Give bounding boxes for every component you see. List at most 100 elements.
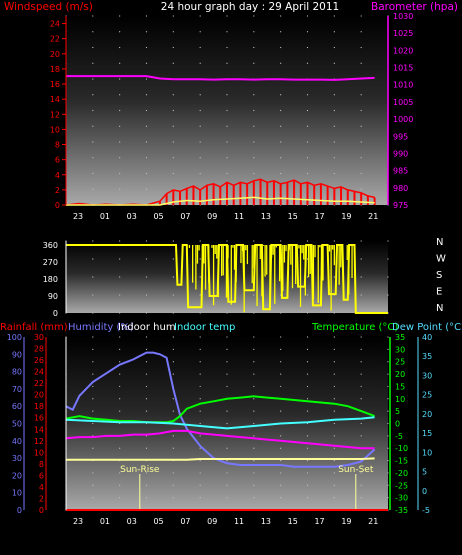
grid-dot: [199, 385, 201, 388]
barometer-tick-label: 985: [393, 167, 408, 176]
grid-dot: [92, 276, 94, 278]
grid-dot: [387, 336, 389, 338]
grid-dot: [145, 62, 148, 64]
dew-tick-label: 15: [422, 429, 432, 438]
x-tick-label: 05: [153, 212, 163, 221]
grid-dot: [172, 361, 174, 363]
barometer-tick-label: 1000: [393, 115, 413, 124]
grid-dot: [360, 188, 362, 190]
x-tick-label: 09: [207, 517, 217, 526]
grid-dot: [145, 385, 148, 388]
series-indoor-hum: [66, 457, 375, 461]
grid-dot: [253, 15, 255, 17]
grid-dot: [253, 294, 255, 296]
grid-dot: [119, 497, 121, 499]
legend-temperature: Temperature (°C): [311, 322, 398, 333]
grid-dot: [253, 447, 255, 449]
barometer-tick-label: 990: [393, 149, 408, 158]
grid-dot: [199, 410, 201, 412]
sun-marker-label: Sun-Rise: [120, 465, 160, 475]
grid-dot: [119, 78, 121, 80]
grid-dot: [253, 348, 255, 350]
grid-dot: [172, 172, 174, 175]
grid-dot: [119, 373, 121, 375]
x-tick-label: 15: [288, 212, 298, 221]
temperature-tick-label: 10: [395, 395, 405, 404]
temperature-tick-label: -20: [395, 469, 408, 478]
dew-tick-label: 30: [422, 371, 432, 380]
grid-dot: [387, 294, 389, 296]
grid-dot: [145, 78, 148, 80]
rain-tick-label: 28: [34, 345, 44, 354]
rain-temp-axes: 0102030405060708090100024681012141618202…: [7, 333, 432, 526]
grid-dot: [199, 94, 201, 96]
grid-dot: [333, 94, 335, 96]
x-tick-label: 07: [180, 517, 190, 526]
grid-dot: [280, 410, 282, 412]
grid-dot: [92, 172, 94, 175]
grid-dot: [119, 361, 121, 363]
grid-dot: [306, 62, 309, 64]
grid-dot: [360, 62, 362, 64]
grid-dot: [145, 348, 148, 350]
grid-dot: [119, 484, 121, 486]
grid-dot: [119, 385, 121, 388]
grid-dot: [333, 484, 335, 486]
grid-dot: [306, 294, 309, 296]
grid-dot: [92, 125, 94, 127]
grid-dot: [199, 240, 201, 242]
grid-dot: [172, 31, 174, 33]
grid-dot: [360, 472, 362, 474]
grid-dot: [333, 172, 335, 175]
grid-dot: [333, 472, 335, 474]
barometer-tick-label: 1020: [393, 46, 413, 55]
grid-dot: [387, 373, 389, 375]
wind-pressure-axes: 0246810121416182022249759809859909951000…: [50, 12, 414, 221]
grid-dot: [172, 410, 174, 412]
x-tick-label: 11: [234, 212, 244, 221]
grid-dot: [306, 398, 309, 400]
wind-tick-label: 10: [50, 125, 60, 134]
grid-dot: [280, 94, 282, 96]
grid-dot: [199, 31, 201, 33]
grid-dot: [145, 94, 148, 96]
grid-dot: [92, 373, 94, 375]
grid-dot: [226, 373, 228, 375]
grid-dot: [145, 373, 148, 375]
temperature-tick-label: 25: [395, 358, 405, 367]
wind-tick-label: 12: [50, 110, 60, 119]
grid-dot: [253, 410, 255, 412]
temperature-tick-label: 5: [395, 407, 400, 416]
grid-dot: [333, 348, 335, 350]
legend-dew-point: Dew Point (°C): [392, 322, 462, 333]
grid-dot: [199, 398, 201, 400]
x-tick-label: 11: [234, 517, 244, 526]
grid-dot: [119, 157, 121, 159]
grid-dot: [199, 373, 201, 375]
grid-dot: [387, 410, 389, 412]
grid-dot: [253, 312, 255, 314]
series-temperature: [65, 395, 375, 424]
grid-dot: [145, 484, 148, 486]
grid-dot: [360, 348, 362, 350]
grid-dot: [280, 348, 282, 350]
series-windspeed-average: [66, 196, 375, 206]
series-humidity: [65, 351, 376, 468]
grid-dot: [306, 348, 309, 350]
wind-tick-label: 22: [50, 35, 60, 44]
grid-dot: [119, 294, 121, 296]
grid-dot: [119, 62, 121, 64]
grid-dot: [253, 497, 255, 499]
grid-dot: [119, 188, 121, 190]
x-tick-label: 09: [207, 212, 217, 221]
humidity-tick-label: 100: [7, 333, 22, 342]
grid-dot: [145, 157, 148, 159]
series-windspeed: [65, 178, 375, 206]
grid-dot: [333, 373, 335, 375]
x-tick-label: 21: [368, 517, 378, 526]
rain-tick-label: 8: [39, 460, 44, 469]
grid-dot: [92, 447, 94, 449]
grid-dot: [333, 410, 335, 412]
grid-dot: [226, 157, 228, 159]
